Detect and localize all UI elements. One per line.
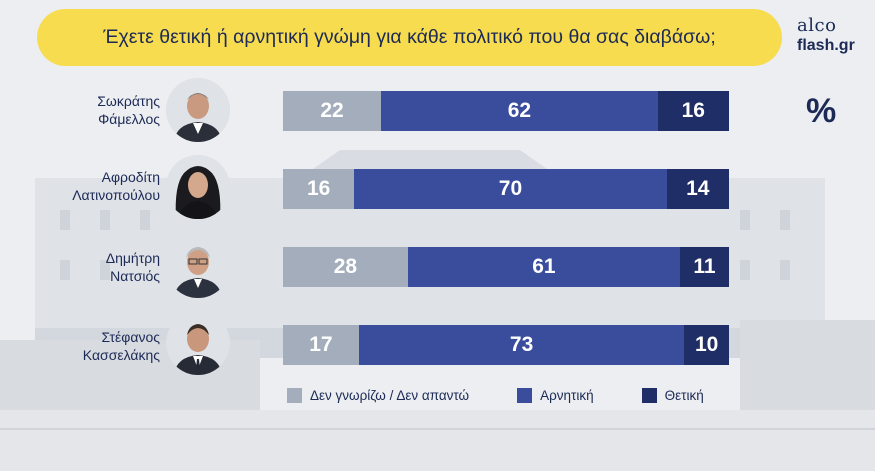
politician-photo-1 (166, 78, 230, 142)
politician-last-name: Λατινοπούλου (72, 186, 160, 203)
politician-first-name: Δημήτρη (105, 250, 160, 266)
legend-swatch (641, 388, 657, 403)
stacked-bar-3: 28 61 11 (283, 247, 729, 287)
legend-item-positive: Θετική (641, 388, 704, 403)
question-title: Έχετε θετική ή αρνητική γνώμη για κάθε π… (37, 9, 782, 66)
bar-segment-dont-know: 17 (283, 325, 359, 365)
politician-first-name: Σωκράτης (97, 93, 160, 109)
stacked-bar-1: 22 62 16 (283, 91, 729, 131)
bar-segment-dont-know: 16 (283, 169, 355, 209)
legend-label: Αρνητική (540, 388, 594, 403)
bar-segment-positive: 10 (684, 325, 729, 365)
politician-photo-3 (166, 234, 230, 298)
politician-first-name: Αφροδίτη (101, 169, 160, 185)
bar-segment-negative: 62 (381, 91, 658, 131)
unit-label: % (806, 92, 837, 130)
legend-item-dont-know: Δεν γνωρίζω / Δεν απαντώ (287, 388, 469, 403)
brand-alco: alco (797, 15, 837, 36)
bar-segment-negative: 61 (407, 247, 680, 287)
bar-segment-positive: 11 (679, 247, 729, 287)
politician-name-4: Στέφανος Κασσελάκης (40, 329, 160, 364)
politician-last-name: Φάμελλος (98, 110, 160, 127)
bar-segment-negative: 70 (354, 169, 667, 209)
politician-name-2: Αφροδίτη Λατινοπούλου (40, 169, 160, 204)
bar-segment-positive: 16 (657, 91, 729, 131)
politician-photo-4 (166, 311, 230, 375)
legend-item-negative: Αρνητική (517, 388, 594, 403)
brand-flash: flash.gr (797, 36, 855, 54)
politician-name-1: Σωκράτης Φάμελλος (40, 93, 160, 128)
politician-last-name: Νατσιός (110, 267, 160, 284)
bar-segment-positive: 14 (666, 169, 729, 209)
bar-segment-negative: 73 (358, 325, 685, 365)
politician-name-3: Δημήτρη Νατσιός (40, 250, 160, 285)
legend-swatch (517, 388, 533, 403)
question-title-text: Έχετε θετική ή αρνητική γνώμη για κάθε π… (103, 26, 716, 48)
stacked-bar-2: 16 70 14 (283, 169, 729, 209)
bar-segment-dont-know: 28 (283, 247, 408, 287)
brand-logo: alco flash.gr (797, 15, 855, 55)
legend: Δεν γνωρίζω / Δεν απαντώ Αρνητική Θετική (287, 388, 704, 403)
politician-last-name: Κασσελάκης (82, 346, 160, 363)
politician-photo-2 (166, 155, 230, 219)
legend-swatch (287, 388, 302, 403)
legend-label: Θετική (664, 388, 704, 403)
legend-label: Δεν γνωρίζω / Δεν απαντώ (310, 388, 470, 403)
stacked-bar-4: 17 73 10 (283, 325, 729, 365)
bar-segment-dont-know: 22 (283, 91, 382, 131)
politician-first-name: Στέφανος (101, 329, 160, 345)
